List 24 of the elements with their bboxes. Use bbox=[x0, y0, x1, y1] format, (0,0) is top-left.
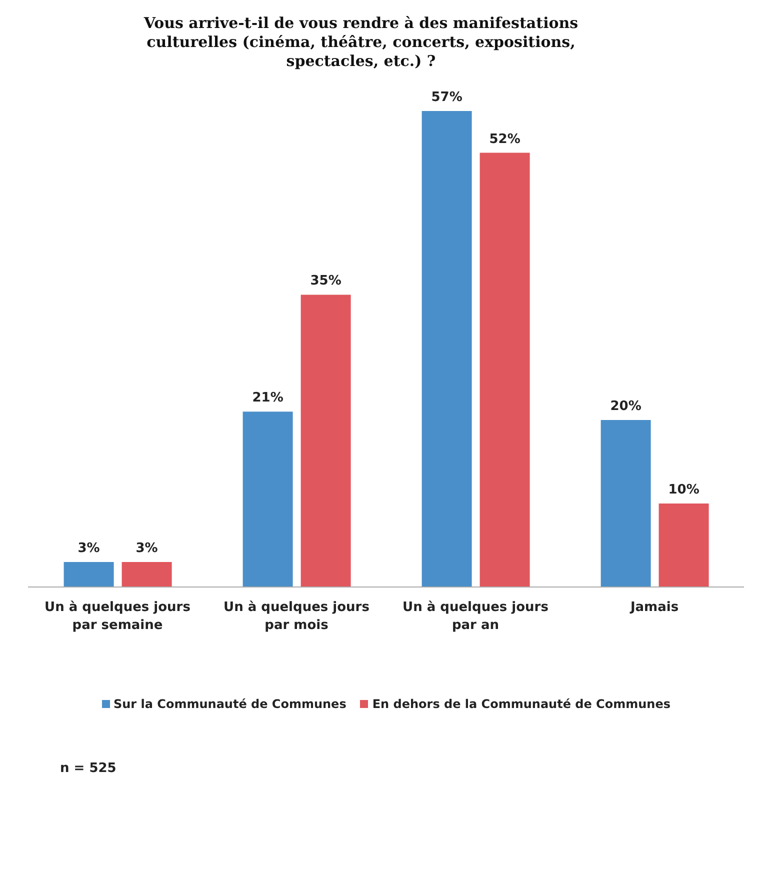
x-tick-label: Un à quelques jours par mois bbox=[224, 600, 370, 633]
data-label: 52% bbox=[489, 132, 520, 147]
text: n = 525 bbox=[60, 761, 118, 776]
legend-label: En dehors de la Communauté de Communes bbox=[371, 697, 670, 711]
legend-label: Sur la Communauté de Communes bbox=[112, 697, 346, 711]
x-tick-label: Un à quelques jours par an bbox=[402, 600, 549, 633]
data-label: 10% bbox=[668, 482, 700, 498]
bar bbox=[64, 562, 114, 587]
bar bbox=[600, 420, 651, 587]
bar bbox=[242, 412, 293, 587]
data-label: 20% bbox=[610, 398, 642, 414]
bar bbox=[122, 562, 172, 587]
data-label: 3% bbox=[136, 540, 158, 556]
data-label: 3% bbox=[78, 540, 100, 556]
data-label: 57% bbox=[431, 90, 462, 105]
x-tick-label: Un à quelques jours par semaine bbox=[44, 600, 191, 633]
bar bbox=[422, 111, 472, 587]
bar bbox=[300, 294, 351, 587]
bar bbox=[658, 503, 709, 587]
data-label: 21% bbox=[252, 390, 284, 406]
chart-title: Vous arrive-t-il de vous rendre à des manifestations culturelles (cinéma, théâtre, concerts, expositions, spectacles, etc.) ? bbox=[142, 13, 580, 71]
bar bbox=[480, 152, 530, 587]
data-label: 35% bbox=[310, 274, 342, 289]
x-tick-label: Jamais bbox=[629, 600, 679, 615]
